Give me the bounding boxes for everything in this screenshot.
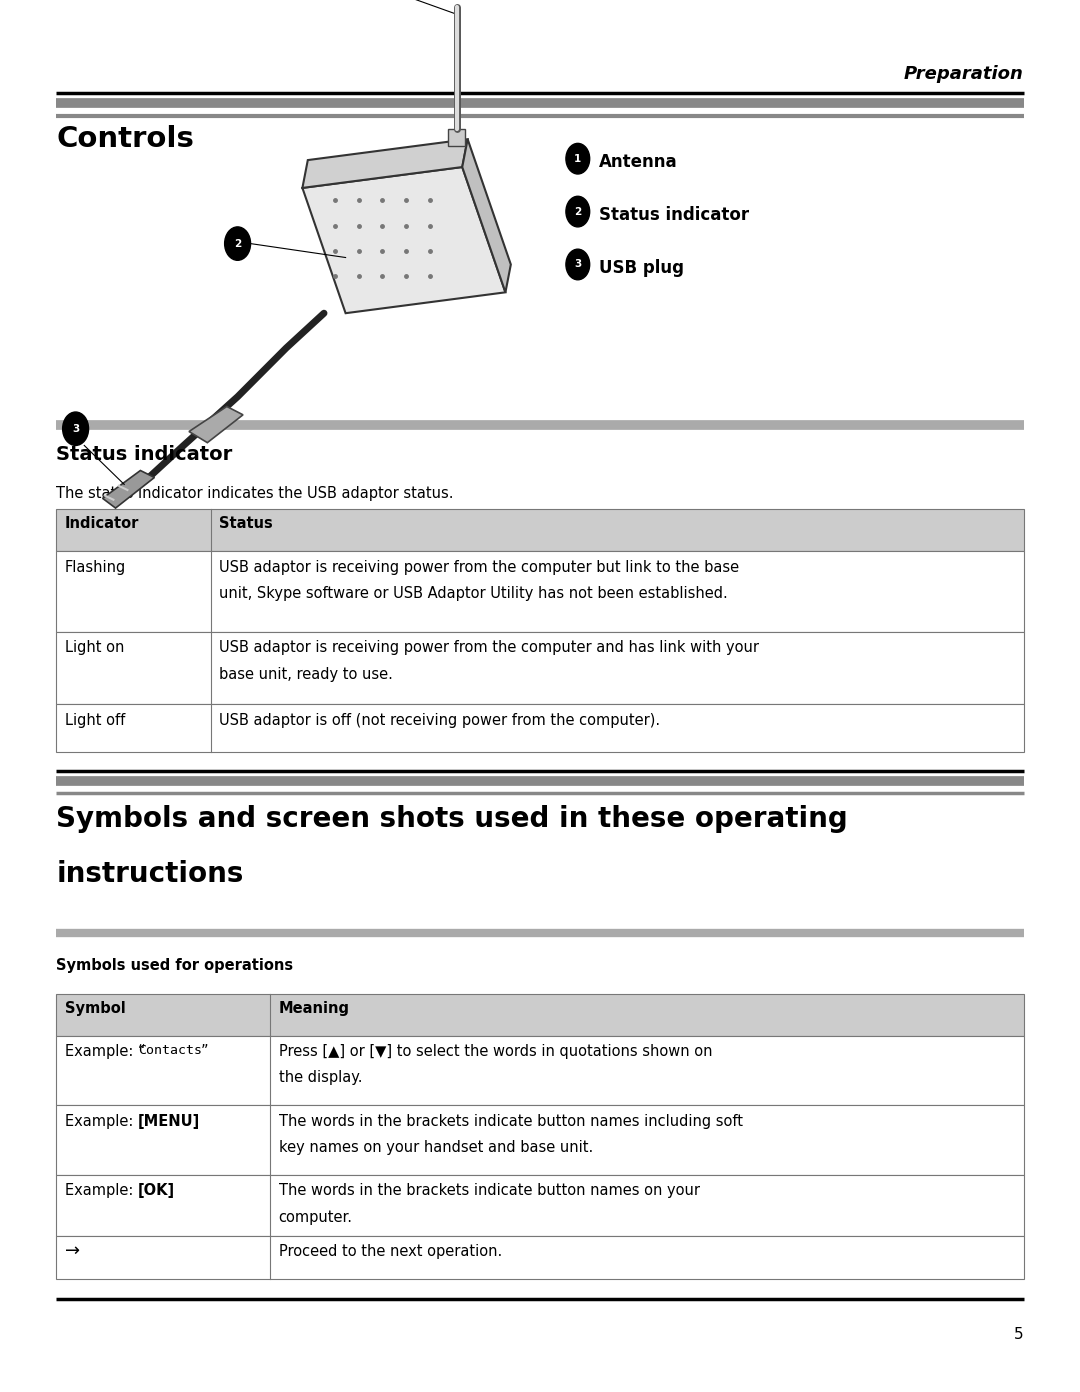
Text: Proceed to the next operation.: Proceed to the next operation.: [279, 1244, 502, 1260]
Text: Press [▲] or [▼] to select the words in quotations shown on: Press [▲] or [▼] to select the words in …: [279, 1044, 712, 1059]
Text: Status indicator: Status indicator: [599, 206, 750, 224]
Bar: [56, 1175, 1024, 1236]
Bar: [56, 704, 1024, 752]
Bar: [56, 994, 1024, 1036]
Text: [OK]: [OK]: [138, 1183, 175, 1199]
Polygon shape: [103, 470, 154, 508]
Bar: [56, 1036, 1024, 1105]
Text: key names on your handset and base unit.: key names on your handset and base unit.: [279, 1140, 593, 1155]
Text: the display.: the display.: [279, 1070, 362, 1086]
Text: The status indicator indicates the USB adaptor status.: The status indicator indicates the USB a…: [56, 486, 454, 501]
Text: computer.: computer.: [279, 1210, 353, 1225]
Text: Symbols and screen shots used in these operating: Symbols and screen shots used in these o…: [56, 805, 848, 832]
Text: USB adaptor is off (not receiving power from the computer).: USB adaptor is off (not receiving power …: [219, 713, 660, 728]
Text: USB adaptor is receiving power from the computer and has link with your: USB adaptor is receiving power from the …: [219, 640, 759, 656]
Bar: [56, 1236, 1024, 1279]
Bar: [56, 1105, 1024, 1175]
Text: Light on: Light on: [65, 640, 124, 656]
Circle shape: [566, 143, 590, 174]
Bar: [448, 129, 465, 146]
Text: 3: 3: [72, 423, 79, 434]
Text: →: →: [65, 1242, 80, 1260]
Text: Indicator: Indicator: [65, 516, 139, 532]
Text: Antenna: Antenna: [599, 153, 678, 171]
Text: 3: 3: [575, 259, 581, 270]
Text: Status: Status: [219, 516, 273, 532]
Text: 2: 2: [234, 238, 241, 249]
Text: ”: ”: [201, 1044, 208, 1059]
Text: Controls: Controls: [56, 125, 194, 153]
Circle shape: [63, 412, 89, 445]
Circle shape: [566, 196, 590, 227]
Bar: [56, 632, 1024, 704]
Text: Example:: Example:: [65, 1183, 138, 1199]
Text: Status indicator: Status indicator: [56, 445, 232, 465]
Text: Example: “: Example: “: [65, 1044, 146, 1059]
Polygon shape: [462, 139, 511, 292]
Text: [MENU]: [MENU]: [138, 1114, 201, 1129]
Bar: [56, 551, 1024, 632]
Text: base unit, ready to use.: base unit, ready to use.: [219, 667, 393, 682]
Text: The words in the brackets indicate button names including soft: The words in the brackets indicate butto…: [279, 1114, 743, 1129]
Bar: [56, 509, 1024, 551]
Text: 5: 5: [1014, 1327, 1024, 1342]
Text: USB plug: USB plug: [599, 259, 685, 277]
Text: Preparation: Preparation: [904, 65, 1024, 84]
Text: Symbols used for operations: Symbols used for operations: [56, 958, 294, 973]
Text: Symbol: Symbol: [65, 1001, 125, 1016]
Text: 1: 1: [575, 153, 581, 164]
Text: Example:: Example:: [65, 1114, 138, 1129]
Text: Contacts: Contacts: [138, 1044, 202, 1057]
Text: Light off: Light off: [65, 713, 125, 728]
Polygon shape: [302, 139, 468, 188]
Text: Flashing: Flashing: [65, 560, 126, 575]
Polygon shape: [302, 167, 505, 313]
Text: instructions: instructions: [56, 860, 243, 888]
Text: USB adaptor is receiving power from the computer but link to the base: USB adaptor is receiving power from the …: [219, 560, 740, 575]
Text: unit, Skype software or USB Adaptor Utility has not been established.: unit, Skype software or USB Adaptor Util…: [219, 586, 728, 601]
Circle shape: [225, 227, 251, 260]
Polygon shape: [189, 406, 243, 443]
Text: Meaning: Meaning: [279, 1001, 350, 1016]
Text: The words in the brackets indicate button names on your: The words in the brackets indicate butto…: [279, 1183, 700, 1199]
Text: 2: 2: [575, 206, 581, 217]
Circle shape: [566, 249, 590, 280]
